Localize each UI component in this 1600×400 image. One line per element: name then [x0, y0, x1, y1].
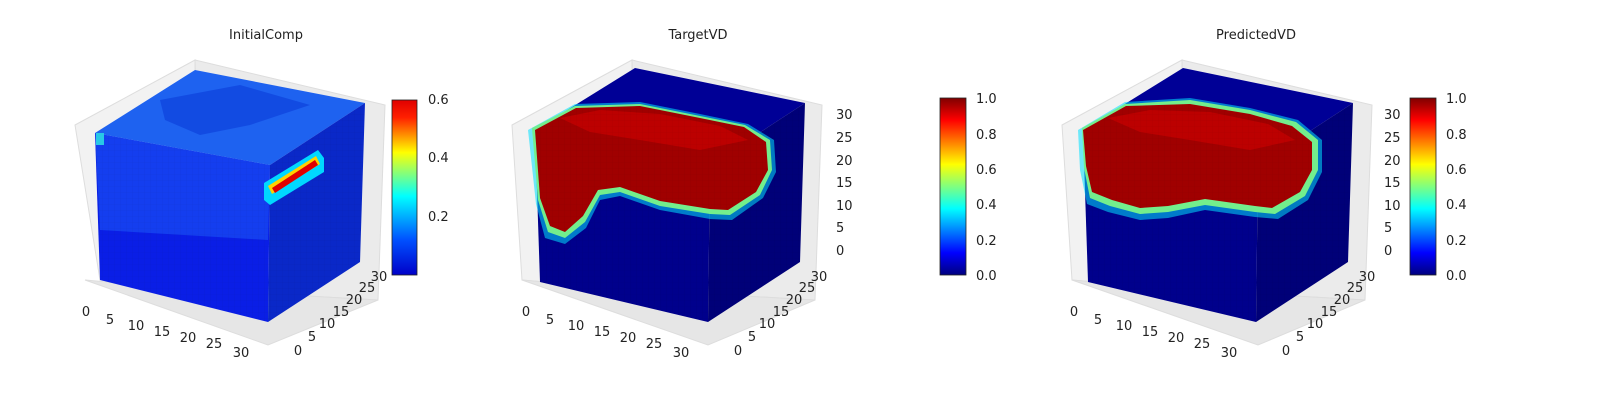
colorbar-tick-label: 0.2 [428, 210, 449, 225]
x-tick-label: 5 [106, 313, 114, 328]
region-high-grid [1083, 104, 1312, 208]
x-tick-label: 5 [1094, 313, 1102, 328]
colorbar-tick-label: 0.4 [976, 198, 997, 213]
y-tick-label: 15 [773, 305, 790, 320]
x-tick-label: 15 [1142, 325, 1159, 340]
colorbar-tick-label: 0.0 [1446, 269, 1467, 284]
z-tick-label: 5 [1384, 221, 1392, 236]
colorbar: 0.2 0.4 0.6 [391, 93, 449, 276]
y-tick-label: 30 [371, 270, 388, 285]
x-tick-label: 15 [594, 325, 611, 340]
y-tick-label: 10 [319, 317, 336, 332]
panel-initialcomp: InitialComp 0 5 10 15 20 25 30 0 [74, 28, 449, 361]
cube-top-face-shade [160, 85, 310, 135]
x-tick-label: 25 [646, 337, 663, 352]
x-tick-label: 20 [1168, 331, 1185, 346]
x-axis-ticks: 0 5 10 15 20 25 30 [1070, 305, 1237, 361]
z-tick-label: 25 [836, 131, 853, 146]
x-tick-label: 25 [206, 337, 223, 352]
y-tick-label: 20 [346, 293, 363, 308]
y-axis-ticks: 0 5 10 15 20 25 30 [734, 270, 827, 359]
y-tick-label: 30 [1359, 270, 1376, 285]
z-tick-label: 15 [836, 176, 853, 191]
z-tick-label: 15 [1384, 176, 1401, 191]
z-tick-label: 0 [1384, 244, 1392, 259]
panel-targetvd: TargetVD 0 5 10 15 20 25 30 0 5 10 15 2 [511, 28, 997, 361]
x-tick-label: 0 [522, 305, 530, 320]
y-tick-label: 25 [1347, 281, 1364, 296]
x-tick-label: 30 [673, 346, 690, 361]
colorbar-tick-label: 0.0 [976, 269, 997, 284]
colorbar-tick-label: 0.6 [428, 93, 449, 108]
colorbar-gradient [939, 97, 967, 276]
x-tick-label: 0 [82, 305, 90, 320]
x-axis-ticks: 0 5 10 15 20 25 30 [522, 305, 689, 361]
x-tick-label: 20 [620, 331, 637, 346]
colorbar-tick-label: 0.4 [428, 151, 449, 166]
y-tick-label: 30 [811, 270, 828, 285]
colorbar-tick-label: 0.6 [1446, 163, 1467, 178]
y-axis-ticks: 0 5 10 15 20 25 30 [294, 270, 387, 359]
cube-front-face-grid [95, 133, 270, 322]
y-tick-label: 25 [359, 281, 376, 296]
x-tick-label: 25 [1194, 337, 1211, 352]
z-tick-label: 10 [836, 199, 853, 214]
z-tick-label: 30 [1384, 108, 1401, 123]
y-axis-ticks: 0 5 10 15 20 25 30 [1282, 270, 1375, 359]
y-tick-label: 5 [748, 330, 756, 345]
colorbar-tick-label: 0.8 [976, 128, 997, 143]
colorbar-gradient [1409, 97, 1437, 276]
colorbar-tick-label: 0.2 [976, 234, 997, 249]
y-tick-label: 0 [1282, 344, 1290, 359]
x-tick-label: 10 [128, 319, 145, 334]
region-high-grid [535, 106, 768, 232]
colorbar-tick-label: 1.0 [976, 92, 997, 107]
y-tick-label: 10 [759, 317, 776, 332]
colorbar-tick-label: 0.4 [1446, 198, 1467, 213]
colorbar: 0.0 0.2 0.4 0.6 0.8 1.0 [1409, 92, 1467, 284]
y-tick-label: 15 [333, 305, 350, 320]
chart-title: InitialComp [229, 28, 303, 43]
z-tick-label: 10 [1384, 199, 1401, 214]
colorbar-tick-label: 0.6 [976, 163, 997, 178]
x-axis-ticks: 0 5 10 15 20 25 30 [82, 305, 249, 361]
z-tick-label: 5 [836, 221, 844, 236]
x-tick-label: 15 [154, 325, 171, 340]
colorbar-tick-label: 1.0 [1446, 92, 1467, 107]
z-tick-label: 25 [1384, 131, 1401, 146]
z-axis-ticks: 0 5 10 15 20 25 30 [1384, 108, 1401, 259]
colorbar: 0.0 0.2 0.4 0.6 0.8 1.0 [939, 92, 997, 284]
chart-title: TargetVD [667, 28, 727, 43]
y-tick-label: 0 [734, 344, 742, 359]
colorbar-tick-label: 0.8 [1446, 128, 1467, 143]
y-tick-label: 20 [1334, 293, 1351, 308]
y-tick-label: 15 [1321, 305, 1338, 320]
x-tick-label: 5 [546, 313, 554, 328]
z-tick-label: 20 [836, 154, 853, 169]
y-tick-label: 5 [308, 330, 316, 345]
z-tick-label: 20 [1384, 154, 1401, 169]
y-tick-label: 5 [1296, 330, 1304, 345]
y-tick-label: 10 [1307, 317, 1324, 332]
x-tick-label: 30 [233, 346, 250, 361]
x-tick-label: 0 [1070, 305, 1078, 320]
panel-predictedvd: PredictedVD 0 5 10 15 20 25 30 0 5 10 15… [1061, 28, 1467, 361]
chart-title: PredictedVD [1216, 28, 1296, 43]
colorbar-gradient [391, 99, 418, 276]
z-tick-label: 30 [836, 108, 853, 123]
corner-spot [96, 133, 104, 145]
x-tick-label: 30 [1221, 346, 1238, 361]
x-tick-label: 20 [180, 331, 197, 346]
cube-right-face-grid [268, 103, 365, 322]
hot-streak-center [272, 160, 318, 193]
z-axis-ticks: 0 5 10 15 20 25 30 [836, 108, 853, 259]
y-tick-label: 0 [294, 344, 302, 359]
y-tick-label: 20 [786, 293, 803, 308]
z-tick-label: 0 [836, 244, 844, 259]
x-tick-label: 10 [568, 319, 585, 334]
y-tick-label: 25 [799, 281, 816, 296]
colorbar-tick-label: 0.2 [1446, 234, 1467, 249]
x-tick-label: 10 [1116, 319, 1133, 334]
